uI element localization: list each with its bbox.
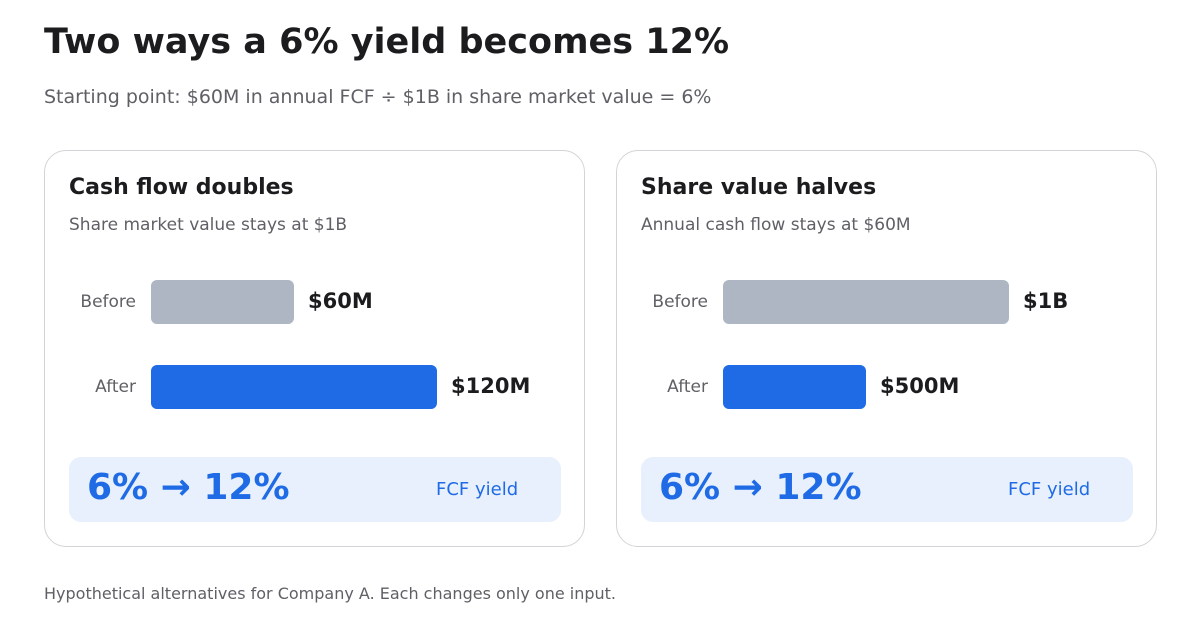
yield-summary: 6% → 12% FCF yield — [69, 457, 561, 522]
bar-before — [151, 280, 294, 324]
yield-label: FCF yield — [1008, 479, 1091, 500]
yield-label: FCF yield — [436, 479, 519, 500]
yield-change: 6% → 12% — [87, 467, 290, 508]
yield-summary: 6% → 12% FCF yield — [641, 457, 1133, 522]
card-title: Cash flow doubles — [69, 175, 294, 200]
card-title: Share value halves — [641, 175, 877, 200]
page-subtitle: Starting point: $60M in annual FCF ÷ $1B… — [44, 86, 712, 108]
footnote: Hypothetical alternatives for Company A.… — [44, 584, 617, 603]
card-subtitle: Annual cash flow stays at $60M — [641, 215, 911, 235]
bar-value-before: $1B — [1023, 289, 1069, 313]
yield-change: 6% → 12% — [659, 467, 862, 508]
bar-value-after: $500M — [880, 374, 960, 398]
bar-label-before: Before — [80, 292, 136, 312]
card-share-value-halves: Share value halves Annual cash flow stay… — [616, 150, 1157, 547]
bar-label-after: After — [667, 377, 708, 397]
bar-after — [723, 365, 866, 409]
bar-before — [723, 280, 1009, 324]
card-cash-flow-doubles: Cash flow doubles Share market value sta… — [44, 150, 585, 547]
page-title: Two ways a 6% yield becomes 12% — [44, 22, 730, 62]
bar-label-before: Before — [652, 292, 708, 312]
bar-label-after: After — [95, 377, 136, 397]
bar-value-before: $60M — [308, 289, 373, 313]
bar-value-after: $120M — [451, 374, 531, 398]
card-subtitle: Share market value stays at $1B — [69, 215, 348, 235]
bar-after — [151, 365, 437, 409]
